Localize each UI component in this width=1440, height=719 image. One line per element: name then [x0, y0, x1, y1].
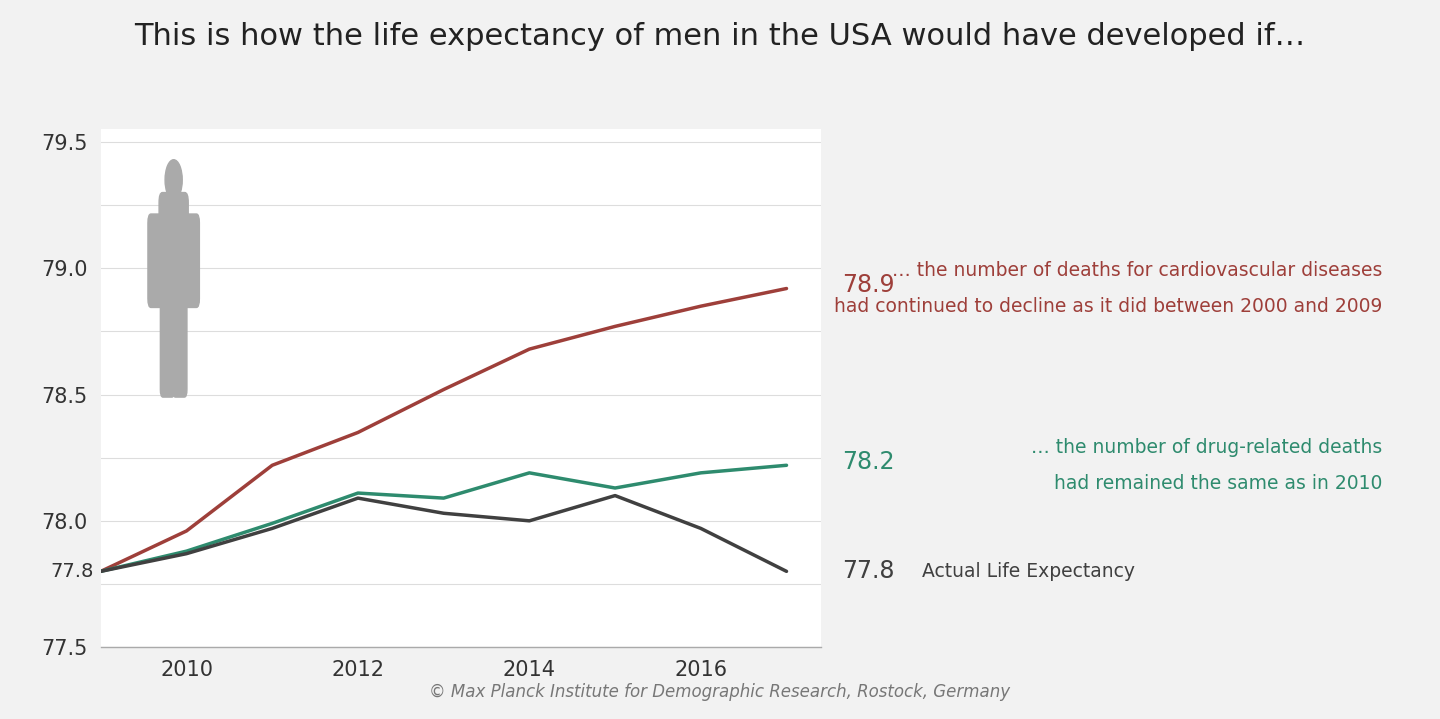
FancyBboxPatch shape	[183, 214, 199, 308]
FancyBboxPatch shape	[148, 214, 164, 308]
FancyBboxPatch shape	[158, 193, 189, 308]
Text: … the number of drug-related deaths: … the number of drug-related deaths	[1031, 438, 1382, 457]
Text: 78.2: 78.2	[842, 449, 894, 474]
Text: 77.8: 77.8	[50, 562, 94, 581]
Text: © Max Planck Institute for Demographic Research, Rostock, Germany: © Max Planck Institute for Demographic R…	[429, 683, 1011, 701]
Text: … the number of deaths for cardiovascular diseases: … the number of deaths for cardiovascula…	[891, 261, 1382, 280]
Text: had continued to decline as it did between 2000 and 2009: had continued to decline as it did betwe…	[834, 297, 1382, 316]
FancyBboxPatch shape	[173, 286, 187, 397]
Ellipse shape	[166, 160, 183, 200]
FancyBboxPatch shape	[160, 286, 174, 397]
Text: had remained the same as in 2010: had remained the same as in 2010	[1054, 474, 1382, 493]
Text: 78.9: 78.9	[842, 273, 894, 297]
Text: 77.8: 77.8	[842, 559, 894, 583]
Text: Actual Life Expectancy: Actual Life Expectancy	[922, 562, 1135, 581]
Text: This is how the life expectancy of men in the USA would have developed if…: This is how the life expectancy of men i…	[134, 22, 1306, 50]
